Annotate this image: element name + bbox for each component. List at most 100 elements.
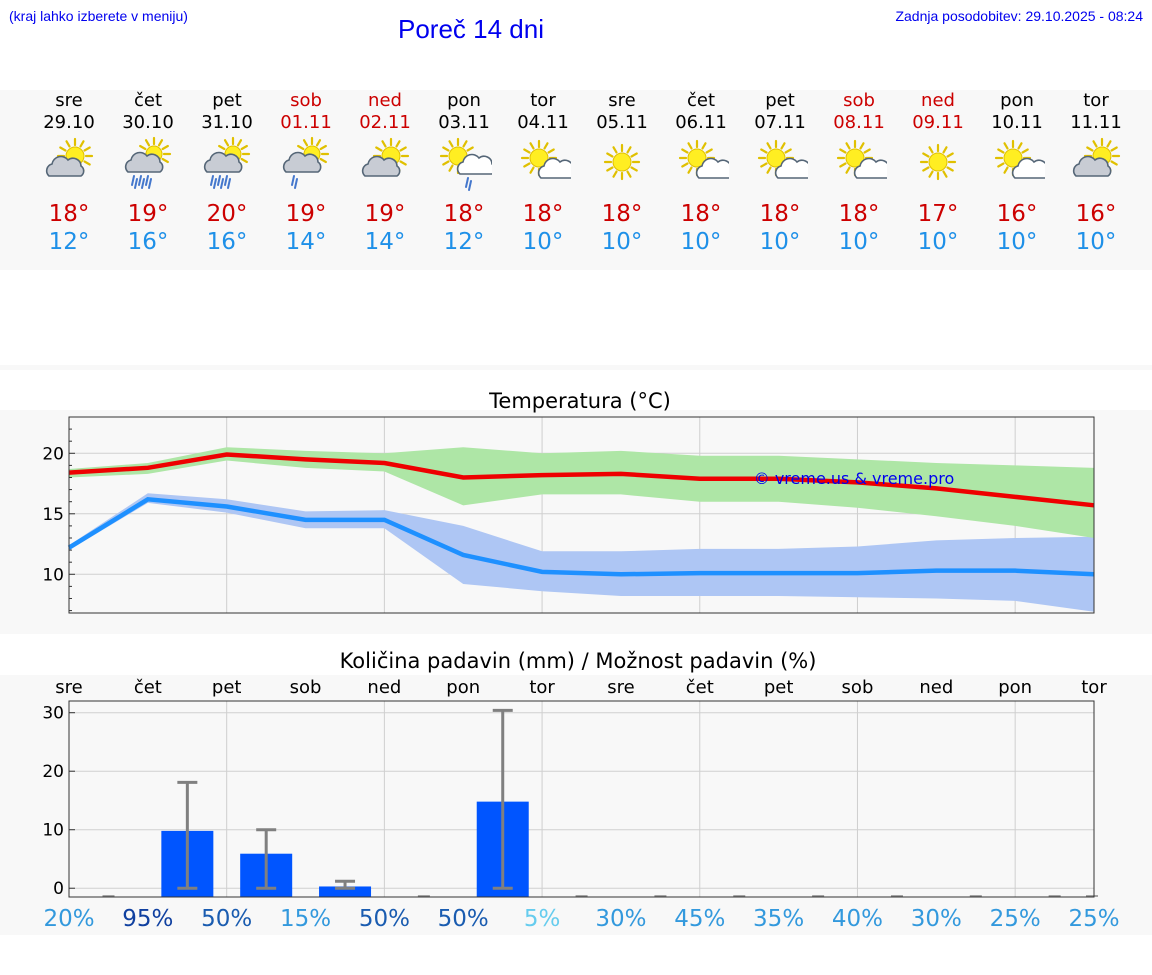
min-temp: 12°	[443, 229, 485, 255]
day-name: sob	[843, 90, 875, 111]
min-temp: 10°	[917, 229, 959, 255]
forecast-panel	[0, 90, 1152, 270]
mostly-sunny-icon	[757, 139, 808, 179]
temperature-chart-title: Temperatura (°C)	[488, 389, 671, 413]
precipitation-chart-title: Količina padavin (mm) / Možnost padavin …	[340, 649, 817, 673]
max-temp-spread-band	[69, 447, 1094, 538]
precip-day-label: pon	[446, 677, 480, 698]
day-column: tor 11.11 16° 10°	[1056, 88, 1136, 256]
precip-day-label: čet	[686, 677, 714, 698]
y-tick-label: 20	[42, 444, 64, 464]
y-tick-label: 10	[42, 565, 64, 585]
day-column: čet 30.10 19° 16°	[108, 88, 188, 256]
weather-icon-holder	[1056, 134, 1136, 194]
day-name: pon	[447, 90, 481, 111]
temperature-plot-area	[67, 416, 1095, 614]
min-temp-line	[67, 496, 1095, 577]
precip-day-label: čet	[134, 677, 162, 698]
day-date: 01.11	[280, 112, 332, 133]
max-temp: 19°	[127, 201, 169, 227]
day-name: tor	[1083, 90, 1109, 111]
mostly-sunny-icon	[678, 139, 729, 179]
weather-icon-holder	[424, 134, 504, 194]
max-temp: 18°	[759, 201, 801, 227]
precip-probability: 30%	[911, 906, 962, 932]
max-temp: 18°	[48, 201, 90, 227]
day-column: ned 02.11 19° 14°	[345, 88, 425, 256]
max-temp: 18°	[680, 201, 722, 227]
max-temp: 19°	[364, 201, 406, 227]
precip-day-label: sob	[842, 677, 874, 698]
min-temp: 10°	[996, 229, 1038, 255]
last-update: Zadnja posodobitev: 29.10.2025 - 08:24	[895, 8, 1143, 24]
max-temp: 19°	[285, 201, 327, 227]
sunny-icon	[919, 143, 957, 181]
precip-day-label: pet	[764, 677, 794, 698]
plot-frame	[68, 700, 1095, 898]
day-name: ned	[921, 90, 955, 111]
day-name: čet	[686, 90, 716, 111]
weather-icon-holder	[29, 134, 109, 194]
plot-frame	[68, 416, 1095, 614]
precip-probability: 40%	[832, 906, 883, 932]
precip-day-label: tor	[1081, 677, 1107, 698]
precip-probability: 35%	[753, 906, 804, 932]
max-temp: 17°	[917, 201, 959, 227]
day-column: ned 09.11 17° 10°	[898, 88, 978, 256]
day-name: pon	[1000, 90, 1034, 111]
precip-day-label: pon	[998, 677, 1032, 698]
max-temp: 16°	[1075, 201, 1117, 227]
day-date: 06.11	[675, 112, 727, 133]
day-date: 29.10	[43, 112, 95, 133]
weather-icon-holder	[582, 134, 662, 194]
y-tick-label: 20	[42, 762, 64, 782]
weather-icon-holder	[108, 134, 188, 194]
precip-day-label: ned	[919, 677, 953, 698]
mostly-sunny-icon	[836, 139, 887, 179]
precip-probability: 45%	[674, 906, 725, 932]
precip-probability: 25%	[1068, 906, 1119, 932]
page-title: Poreč 14 dni	[398, 14, 544, 44]
day-column: pet 31.10 20° 16°	[187, 88, 267, 256]
partly-cloudy-icon	[45, 137, 94, 177]
y-tick-label: 15	[42, 505, 64, 525]
mostly-sunny-icon	[994, 139, 1045, 179]
max-temp: 18°	[522, 201, 564, 227]
day-date: 09.11	[912, 112, 964, 133]
day-date: 03.11	[438, 112, 490, 133]
weather-icon-holder	[819, 134, 899, 194]
weather-icon-holder	[898, 134, 978, 194]
temperature-chart: Temperatura (°C) 10 15 20 © vreme.us & vrem…	[42, 389, 1095, 614]
precip-plot-area	[68, 700, 1098, 898]
day-name: ned	[368, 90, 402, 111]
precip-probability: 50%	[438, 906, 489, 932]
min-temp: 10°	[522, 229, 564, 255]
day-column: sob 08.11 18° 10°	[819, 88, 899, 256]
cloudy-rain-sun-icon	[203, 136, 251, 189]
y-tick-label: 30	[42, 704, 64, 724]
location-hint: (kraj lahko izberete v meniju)	[9, 8, 188, 24]
day-name: pet	[212, 90, 242, 111]
weather-icon-holder	[977, 134, 1057, 194]
y-tick-label: 10	[42, 821, 64, 841]
cloudy-light-rain-sun-icon	[282, 136, 330, 189]
min-temp: 10°	[759, 229, 801, 255]
day-column: sob 01.11 19° 14°	[266, 88, 346, 256]
weather-icon-holder	[345, 134, 425, 194]
min-temp-spread-band	[69, 493, 1094, 612]
day-date: 08.11	[833, 112, 885, 133]
precip-day-label: sre	[607, 677, 634, 698]
mostly-sunny-icon	[520, 139, 571, 179]
precip-probability: 50%	[359, 906, 410, 932]
precip-day-label: sre	[55, 677, 82, 698]
precip-probability: 25%	[990, 906, 1041, 932]
partly-cloudy-icon	[361, 137, 410, 177]
daily-forecast-strip: sre 29.10 18° 12° čet 30.10 19° 16° pet 31.10 20° 1…	[0, 88, 1152, 258]
min-temp: 14°	[285, 229, 327, 255]
min-temp: 10°	[1075, 229, 1117, 255]
day-date: 02.11	[359, 112, 411, 133]
weather-icon-holder	[661, 134, 741, 194]
plot-background	[69, 701, 1094, 897]
precip-day-label: ned	[367, 677, 401, 698]
day-column: sre 05.11 18° 10°	[582, 88, 662, 256]
